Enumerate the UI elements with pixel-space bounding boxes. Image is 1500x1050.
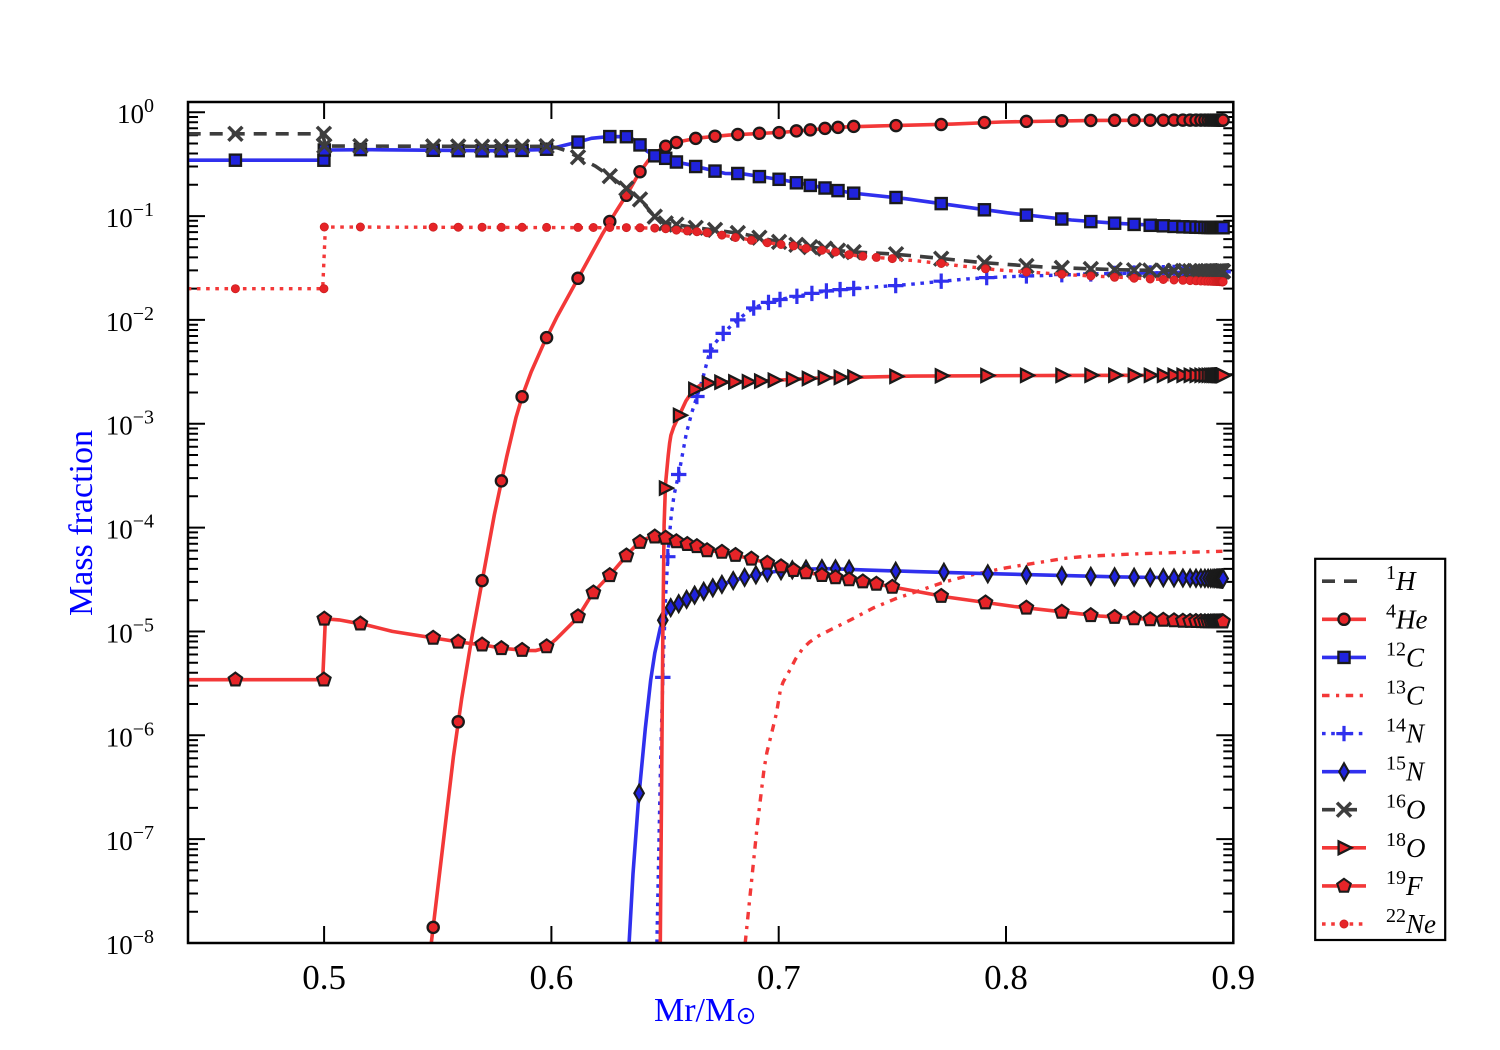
- svg-text:0.8: 0.8: [984, 958, 1028, 997]
- svg-text:Mass fraction: Mass fraction: [63, 430, 100, 616]
- svg-text:12C: 12C: [1386, 638, 1425, 672]
- svg-text:100: 100: [117, 95, 154, 129]
- svg-text:0.9: 0.9: [1211, 958, 1255, 997]
- svg-text:1H: 1H: [1386, 562, 1417, 596]
- svg-text:10−5: 10−5: [106, 615, 154, 649]
- svg-text:18O: 18O: [1386, 829, 1426, 863]
- svg-text:0.7: 0.7: [757, 958, 801, 997]
- svg-text:16O: 16O: [1386, 791, 1426, 825]
- svg-text:0.6: 0.6: [530, 958, 574, 997]
- svg-text:Mr/M: Mr/M: [654, 992, 735, 1029]
- svg-text:10−3: 10−3: [106, 407, 154, 441]
- svg-text:0.5: 0.5: [302, 958, 346, 997]
- svg-text:10−7: 10−7: [106, 822, 154, 856]
- svg-text:10−2: 10−2: [106, 303, 154, 337]
- svg-text:10−1: 10−1: [106, 199, 154, 233]
- svg-text:15N: 15N: [1386, 753, 1426, 787]
